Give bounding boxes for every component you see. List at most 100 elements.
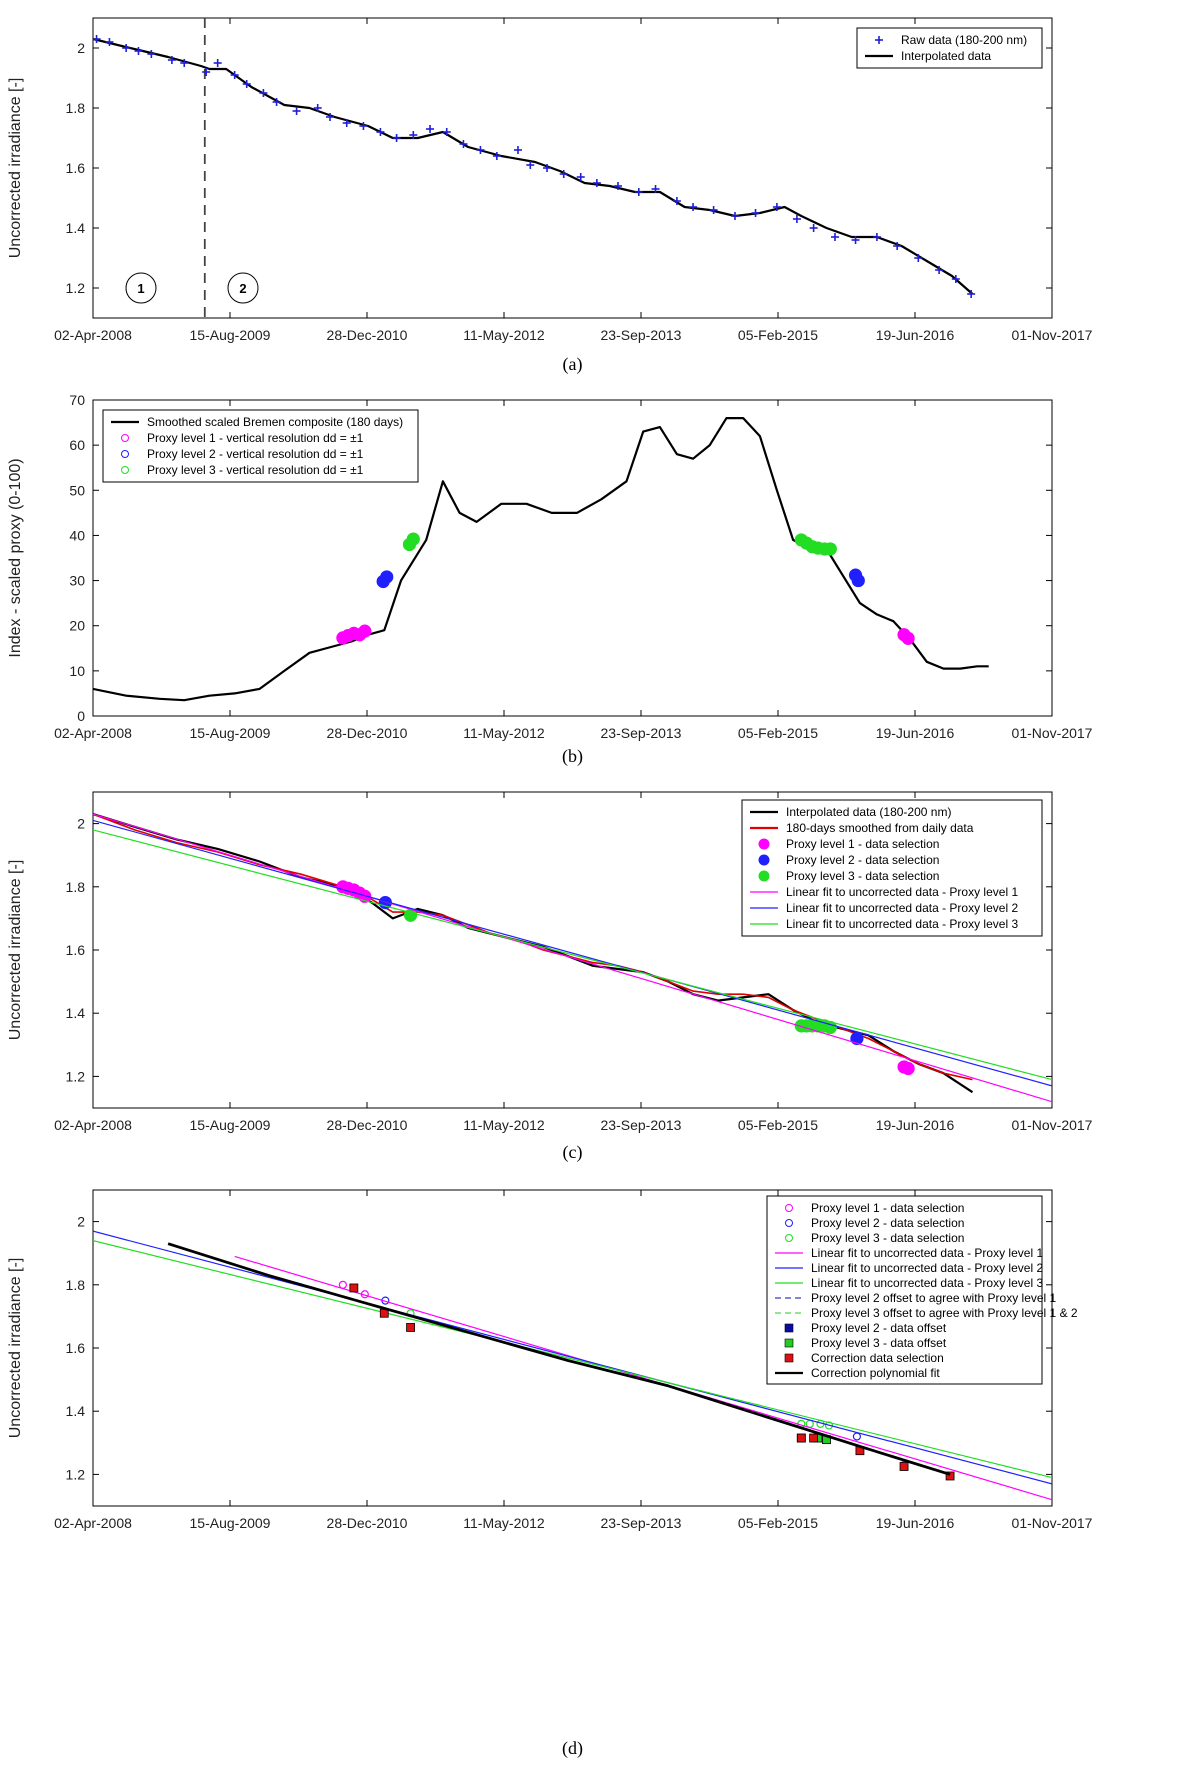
legend-box <box>102 409 419 483</box>
data-point <box>380 570 394 584</box>
data-point <box>147 50 156 58</box>
legend-label: Smoothed scaled Bremen composite (180 da… <box>147 415 403 429</box>
x-tick-label: 11-May-2012 <box>463 327 545 343</box>
x-tick-label: 28-Dec-2010 <box>327 1117 408 1133</box>
legend-item: Proxy level 1 - data selection <box>758 837 939 851</box>
legend: Raw data (180-200 nm) Interpolated data <box>856 27 1043 69</box>
legend-label: Proxy level 1 - vertical resolution dd =… <box>147 431 364 445</box>
legend-swatch <box>785 1219 793 1227</box>
plot-area <box>93 18 976 318</box>
data-point <box>914 254 923 262</box>
data-point <box>406 1323 415 1332</box>
panel-caption: (c) <box>563 1142 583 1163</box>
data-point <box>901 631 915 645</box>
legend-swatch <box>758 838 770 850</box>
data-point <box>893 242 902 250</box>
y-tick-label: 30 <box>69 573 85 589</box>
x-tick-label: 23-Sep-2013 <box>601 1515 682 1531</box>
legend-item: Linear fit to uncorrected data - Proxy l… <box>750 885 1018 899</box>
chart-panel-b: 02-Apr-2008 15-Aug-2009 28-Dec-2010 11-May-… <box>7 392 1093 767</box>
series-line <box>167 1242 951 1476</box>
series-line <box>93 813 1052 1103</box>
data-point <box>809 224 818 232</box>
legend-label: Proxy level 3 - vertical resolution dd =… <box>147 463 364 477</box>
y-tick-label: 1.2 <box>66 280 86 296</box>
legend-item: Linear fit to uncorrected data - Proxy l… <box>775 1246 1043 1260</box>
region-label: 1 <box>137 281 144 296</box>
panel-caption: (a) <box>563 354 583 375</box>
series-line <box>234 1255 1052 1501</box>
data-point <box>872 233 881 241</box>
y-tick-label: 70 <box>69 392 85 408</box>
legend-item: Linear fit to uncorrected data - Proxy l… <box>750 901 1018 915</box>
legend-swatch <box>121 450 129 458</box>
data-point <box>122 44 131 52</box>
legend-item: Proxy level 3 offset to agree with Proxy… <box>775 1306 1078 1320</box>
x-tick-label: 15-Aug-2009 <box>190 1117 271 1133</box>
data-point <box>342 119 351 127</box>
panel-caption: (d) <box>562 1738 583 1759</box>
legend: Smoothed scaled Bremen composite (180 da… <box>102 409 419 483</box>
y-tick-label: 50 <box>69 482 85 498</box>
x-tick-label: 23-Sep-2013 <box>601 327 682 343</box>
legend-box <box>766 1195 1043 1385</box>
data-point <box>326 113 335 121</box>
y-tick-label: 1.8 <box>66 100 86 116</box>
legend-label: Proxy level 3 - data selection <box>811 1231 964 1245</box>
series-line <box>93 417 989 702</box>
y-axis-label: Uncorrected irradiance [-] <box>7 1258 24 1439</box>
region-circle <box>125 272 157 304</box>
data-point <box>349 1283 359 1293</box>
data-point <box>409 131 418 139</box>
x-tick-label: 05-Feb-2015 <box>738 1117 818 1133</box>
y-tick-label: 1.2 <box>66 1466 86 1482</box>
legend-swatch <box>784 1323 794 1333</box>
legend-label: Proxy level 2 offset to agree with Proxy… <box>811 1291 1057 1305</box>
y-tick-label: 40 <box>69 527 85 543</box>
x-tick-label: 15-Aug-2009 <box>190 327 271 343</box>
data-point <box>823 542 837 556</box>
data-point <box>392 134 401 142</box>
y-tick-label: 1.4 <box>66 1403 86 1419</box>
data-point <box>358 624 372 638</box>
legend-item: Proxy level 2 - data offset <box>784 1321 947 1335</box>
legend-item: 180-days smoothed from daily data <box>750 821 974 835</box>
y-axis-label: Uncorrected irradiance [-] <box>7 78 24 259</box>
legend-swatch <box>758 870 770 882</box>
legend-label: Proxy level 2 - data selection <box>811 1216 964 1230</box>
legend-item: Correction polynomial fit <box>775 1366 940 1380</box>
y-tick-label: 1.4 <box>66 220 86 236</box>
series-line <box>93 37 974 295</box>
chart-panel-c: 02-Apr-2008 15-Aug-2009 28-Dec-2010 11-May-… <box>7 791 1093 1163</box>
x-tick-label: 15-Aug-2009 <box>190 725 271 741</box>
legend-label: Correction polynomial fit <box>811 1366 940 1380</box>
data-point <box>492 152 501 160</box>
legend-item: Proxy level 3 - data selection <box>785 1231 964 1245</box>
legend-item: Proxy level 2 - vertical resolution dd =… <box>121 447 364 461</box>
x-tick-label: 01-Nov-2017 <box>1012 327 1093 343</box>
data-point <box>613 182 622 190</box>
y-tick-label: 0 <box>77 708 85 724</box>
data-point <box>476 146 485 154</box>
legend-swatch <box>785 1204 793 1212</box>
legend-item: Proxy level 3 - data offset <box>784 1336 947 1350</box>
x-tick-label: 11-May-2012 <box>463 1117 545 1133</box>
series-line <box>93 819 1052 1087</box>
data-point <box>951 275 960 283</box>
legend-swatch <box>784 1353 794 1363</box>
data-point <box>899 1462 909 1471</box>
legend-item: Smoothed scaled Bremen composite (180 da… <box>111 415 403 429</box>
data-point <box>576 173 585 181</box>
data-point <box>180 59 189 67</box>
x-tick-label: 19-Jun-2016 <box>876 327 955 343</box>
x-tick-label: 11-May-2012 <box>463 1515 545 1531</box>
x-tick-label: 19-Jun-2016 <box>876 725 955 741</box>
legend-label: Proxy level 1 - data selection <box>786 837 939 851</box>
legend-label: Correction data selection <box>811 1351 944 1365</box>
series-line <box>93 1240 1052 1479</box>
data-point <box>292 107 301 115</box>
legend-label: Proxy level 3 - data selection <box>786 869 939 883</box>
legend-item: Linear fit to uncorrected data - Proxy l… <box>750 917 1018 931</box>
y-tick-label: 1.6 <box>66 160 86 176</box>
